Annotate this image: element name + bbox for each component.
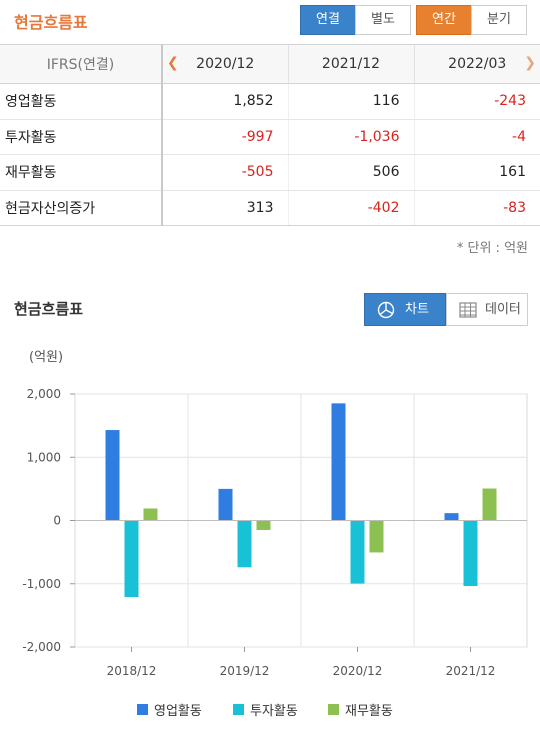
chart-section-title: 현금흐름표 [14,300,84,318]
chart-bar [105,430,120,521]
legend-label: 영업활동 [154,704,202,719]
column-header: 2021/12 [287,44,414,84]
annual-button[interactable]: 연간 [416,5,472,35]
chart-bar [482,488,497,521]
table-grid-icon [459,302,477,318]
row-label: 재무활동 [0,154,163,191]
x-tick-label: 2020/12 [333,664,383,678]
column-header: ❮ 2020/12 [161,44,288,84]
row-label: 투자활동 [0,119,163,155]
table-cell: -1,036 [287,119,414,155]
chart-bar [463,520,478,587]
quarterly-button[interactable]: 분기 [471,5,527,35]
table-cell: 116 [287,83,414,120]
chart-bar [143,508,158,521]
column-header-label: 2021/12 [321,56,381,72]
legend-swatch [233,704,244,715]
bar-chart: 2,000 1,000 0 -1,000 -2,000 2018/12 2019/12 202… [22,387,528,678]
chevron-left-icon[interactable]: ❮ [167,55,179,71]
table-header-row: IFRS(연결) ❮ 2020/12 2021/12 2022/03 ❯ [0,44,540,84]
separate-button[interactable]: 별도 [355,5,411,35]
table-cell: -997 [161,119,288,155]
legend-swatch [137,704,148,715]
table-corner-label: IFRS(연결) [0,44,163,84]
chart-bar [369,520,384,553]
chart-bar [256,520,271,530]
x-tick-label: 2021/12 [446,664,496,678]
chart-toggle-label: 차트 [405,302,429,317]
table-cell: -402 [287,190,414,226]
table-cell: -505 [161,154,288,191]
consolidated-button[interactable]: 연결 [300,5,356,35]
pie-chart-icon [377,301,395,319]
chart-bar [218,488,233,521]
table-cell: 1,852 [161,83,288,120]
y-tick-label: -2,000 [22,640,61,654]
data-toggle-button[interactable]: 데이터 [446,293,528,326]
table-row: 영업활동 1,852 116 -243 [0,83,540,120]
header-bar: 현금흐름표 연결 별도 연간 분기 [0,0,540,44]
table-cell: 161 [413,154,540,191]
legend-swatch [328,704,339,715]
table-cell: 506 [287,154,414,191]
y-axis-unit: (억원) [29,350,64,365]
x-tick-label: 2018/12 [107,664,157,678]
chevron-right-icon[interactable]: ❯ [524,55,536,71]
chart-bar [124,520,139,598]
y-tick-label: -1,000 [22,577,61,591]
y-tick-label: 0 [53,514,61,528]
column-header-label: 2020/12 [196,56,255,72]
chart-bar [350,520,365,584]
y-tick-label: 1,000 [27,450,61,464]
table-cell: -4 [413,119,540,155]
x-tick-label: 2019/12 [220,664,270,678]
table-row: 재무활동 -505 506 161 [0,154,540,191]
table-cell: -83 [413,190,540,226]
chart-legend: 영업활동 투자활동 재무활동 [0,700,540,722]
chart-bar [444,513,459,521]
chart-bar [237,520,252,568]
table-cell: 313 [161,190,288,226]
y-tick-label: 2,000 [27,387,61,401]
row-label: 영업활동 [0,83,163,120]
column-header-label: 2022/03 [448,56,507,72]
legend-label: 투자활동 [250,704,298,719]
cashflow-table: IFRS(연결) ❮ 2020/12 2021/12 2022/03 ❯ 영업활… [0,44,540,226]
row-label: 현금자산의증가 [0,190,163,226]
table-row: 투자활동 -997 -1,036 -4 [0,119,540,155]
table-cell: -243 [413,83,540,120]
legend-label: 재무활동 [345,704,393,719]
data-toggle-label: 데이터 [485,302,521,317]
page-title: 현금흐름표 [14,13,88,32]
column-header: 2022/03 ❯ [413,44,540,84]
table-row: 현금자산의증가 313 -402 -83 [0,190,540,226]
chart-toggle-button[interactable]: 차트 [364,293,446,326]
chart-bar [331,403,346,521]
unit-note: * 단위 : 억원 [456,241,528,256]
